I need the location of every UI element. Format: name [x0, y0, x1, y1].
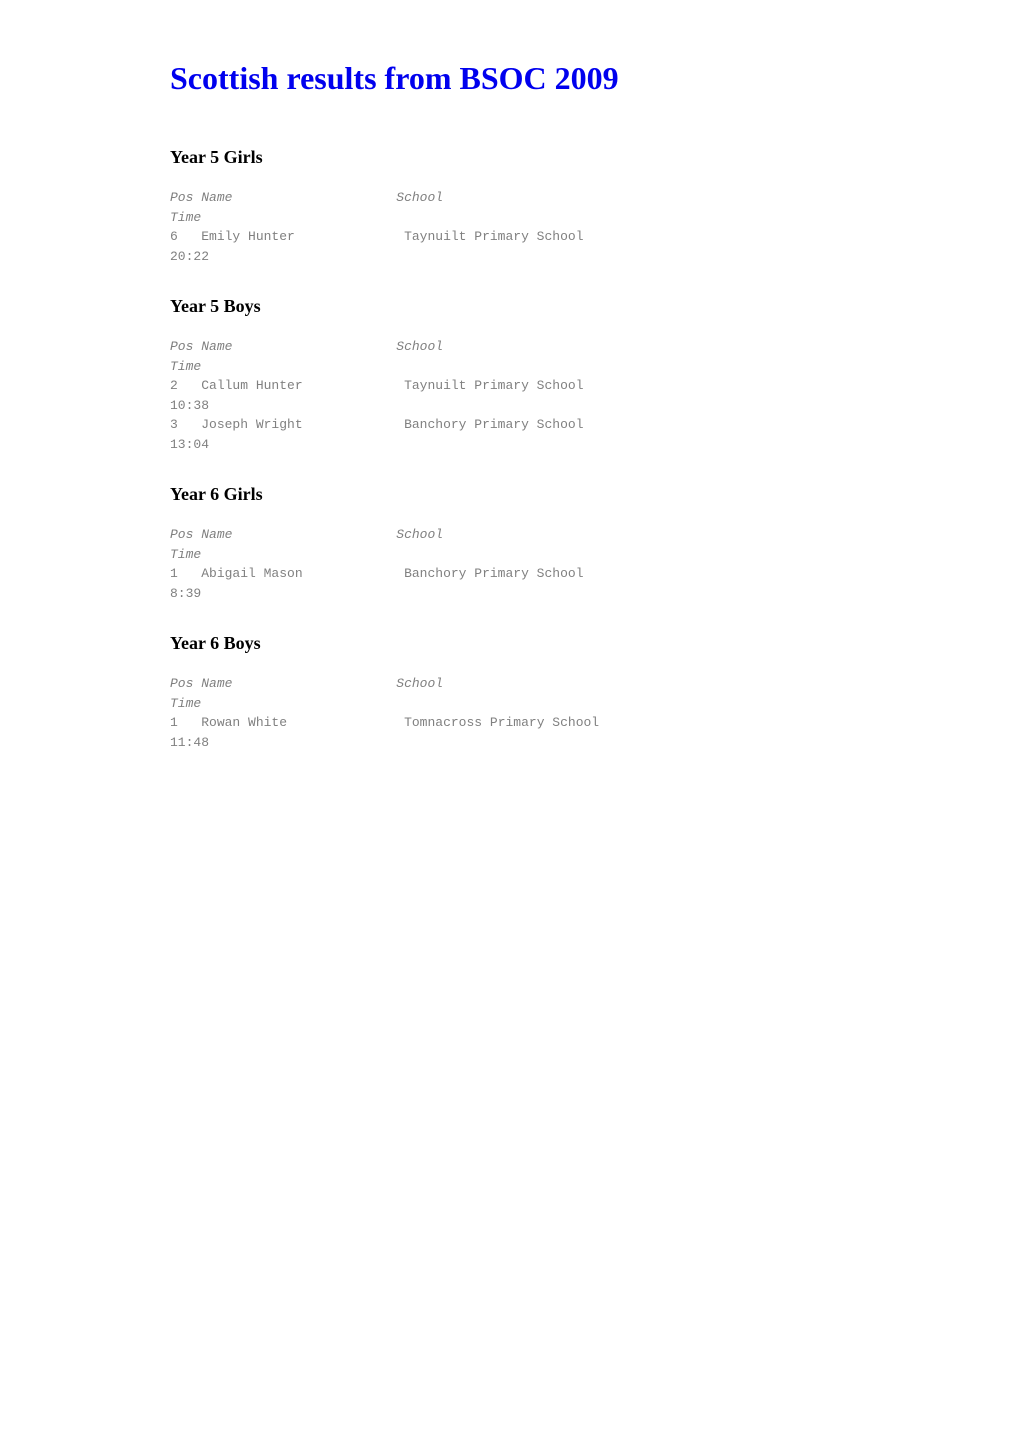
section-heading-year6boys: Year 6 Boys	[170, 633, 850, 654]
page-title: Scottish results from BSOC 2009	[170, 60, 850, 97]
section-heading-year5boys: Year 5 Boys	[170, 296, 850, 317]
results-table-year5boys: Pos Name School Time 2 Callum Hunter Tay…	[170, 337, 850, 454]
section-heading-year6girls: Year 6 Girls	[170, 484, 850, 505]
results-table-year6boys: Pos Name School Time 1 Rowan White Tomna…	[170, 674, 850, 752]
section-heading-year5girls: Year 5 Girls	[170, 147, 850, 168]
results-table-year5girls: Pos Name School Time 6 Emily Hunter Tayn…	[170, 188, 850, 266]
results-table-year6girls: Pos Name School Time 1 Abigail Mason Ban…	[170, 525, 850, 603]
